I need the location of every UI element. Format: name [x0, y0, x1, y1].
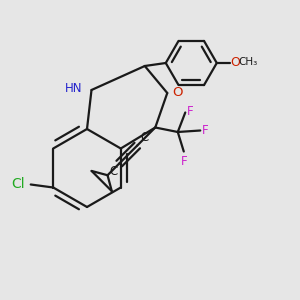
Text: F: F	[202, 124, 208, 137]
Text: F: F	[181, 154, 187, 167]
Text: C: C	[110, 165, 118, 178]
Text: F: F	[187, 105, 194, 119]
Text: O: O	[231, 56, 240, 69]
Text: O: O	[172, 86, 182, 99]
Text: Cl: Cl	[11, 177, 25, 191]
Text: HN: HN	[65, 82, 82, 95]
Text: CH₃: CH₃	[238, 57, 258, 67]
Text: C: C	[141, 131, 149, 144]
